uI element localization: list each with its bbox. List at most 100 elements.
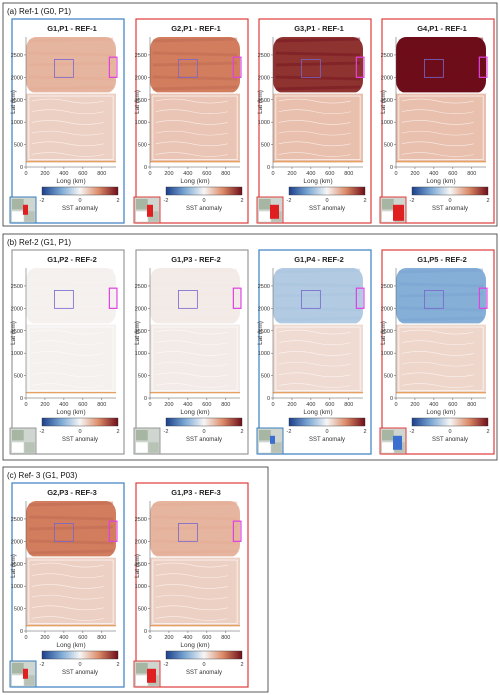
x-tick-label: 600	[325, 402, 334, 408]
heatmap-streak	[28, 61, 114, 67]
x-tick-label: 600	[78, 635, 87, 641]
inset-ocean	[259, 442, 271, 453]
heatmap-streak	[152, 501, 238, 507]
heatmap-streak	[398, 75, 484, 81]
contour-line	[278, 141, 351, 147]
contour-line	[155, 584, 228, 589]
inset-marker	[23, 204, 28, 215]
colorbar-tick-label: -2	[164, 662, 169, 668]
contour-line	[401, 351, 474, 356]
y-axis-label: Lat (km)	[380, 90, 387, 114]
y-axis-label: Lat (km)	[134, 90, 141, 114]
inset-map	[9, 196, 37, 224]
contour-line	[155, 605, 228, 611]
colorbar	[41, 650, 119, 660]
colorbar-tick-label: -2	[40, 429, 45, 435]
source-box	[232, 56, 242, 78]
heatmap-streak	[28, 268, 114, 274]
x-tick-label: 0	[271, 402, 274, 408]
colorbar-tick-label: -2	[410, 429, 415, 435]
y-tick-label: 2500	[11, 517, 23, 523]
y-tick-label: 1500	[381, 98, 393, 104]
y-tick-label: 500	[384, 143, 393, 149]
x-tick-label: 400	[429, 171, 438, 177]
contour-line	[401, 130, 474, 136]
target-box	[54, 523, 74, 542]
colorbar-tick-label: 0	[448, 198, 451, 204]
x-axis-label: Long (km)	[56, 409, 85, 416]
x-tick-label: 400	[59, 635, 68, 641]
colorbar	[165, 186, 243, 196]
y-tick-label: 1000	[11, 120, 23, 126]
y-tick-label: 2000	[11, 539, 23, 545]
source-box	[232, 520, 242, 542]
y-tick-label: 0	[144, 165, 147, 171]
colorbar-label: SST anomaly	[309, 437, 345, 443]
contour-line	[278, 340, 351, 346]
inset-land	[148, 442, 159, 453]
y-tick-label: 2000	[135, 306, 147, 312]
contour-line	[401, 372, 474, 378]
inset-ocean	[12, 675, 24, 686]
colorbar-tick-label: 2	[240, 662, 243, 668]
y-tick-label: 0	[144, 396, 147, 402]
inset-map	[256, 196, 284, 224]
y-tick-label: 0	[20, 396, 23, 402]
heatmap-north	[273, 37, 363, 94]
y-tick-label: 1000	[135, 120, 147, 126]
colorbar-tick-label: 0	[78, 198, 81, 204]
contour-line	[31, 141, 104, 147]
colorbar-tick-label: 0	[325, 198, 328, 204]
x-tick-label: 800	[467, 171, 476, 177]
x-tick-label: 600	[78, 402, 87, 408]
y-tick-label: 1000	[258, 120, 270, 126]
y-axis-label: Lat (km)	[257, 90, 264, 114]
heatmap-north	[26, 268, 116, 325]
y-tick-label: 0	[390, 396, 393, 402]
inner-boundary	[398, 95, 484, 160]
target-box	[178, 290, 198, 309]
heatmap-streak	[275, 306, 361, 312]
x-axis-label: Long (km)	[426, 178, 455, 185]
heatmap-streak	[152, 61, 238, 67]
colorbar-label: SST anomaly	[309, 206, 345, 212]
y-tick-label: 1000	[258, 351, 270, 357]
x-tick-label: 400	[183, 171, 192, 177]
inset-marker	[393, 435, 402, 450]
colorbar-label: SST anomaly	[186, 206, 222, 212]
contour-line	[31, 340, 104, 346]
panel-frame	[135, 482, 249, 688]
heatmap-south	[26, 557, 116, 627]
inset-marker	[393, 204, 404, 221]
contour-line	[155, 120, 228, 125]
contour-line	[31, 372, 104, 378]
inset-land	[382, 199, 394, 210]
inner-boundary	[275, 95, 361, 160]
heatmap-streak	[28, 539, 114, 545]
contour-line	[278, 109, 351, 115]
inset-map	[133, 196, 161, 224]
source-box	[355, 56, 365, 78]
inset-land	[136, 199, 148, 210]
heatmap-streak	[398, 51, 484, 57]
heatmap-streak	[152, 549, 238, 555]
colorbar-label: SST anomaly	[62, 437, 98, 443]
x-tick-label: 200	[410, 171, 419, 177]
inner-boundary	[28, 95, 114, 160]
contour-line	[31, 584, 104, 589]
contour-line	[401, 109, 474, 115]
panel-frame	[381, 249, 495, 455]
contour-line	[31, 130, 104, 136]
x-tick-label: 600	[78, 171, 87, 177]
x-tick-label: 600	[325, 171, 334, 177]
y-tick-label: 2000	[381, 75, 393, 81]
heatmap-streak	[398, 268, 484, 274]
heatmap-south	[273, 93, 363, 163]
y-tick-label: 1000	[381, 351, 393, 357]
contour-line	[155, 109, 228, 115]
contour-line	[401, 98, 474, 104]
